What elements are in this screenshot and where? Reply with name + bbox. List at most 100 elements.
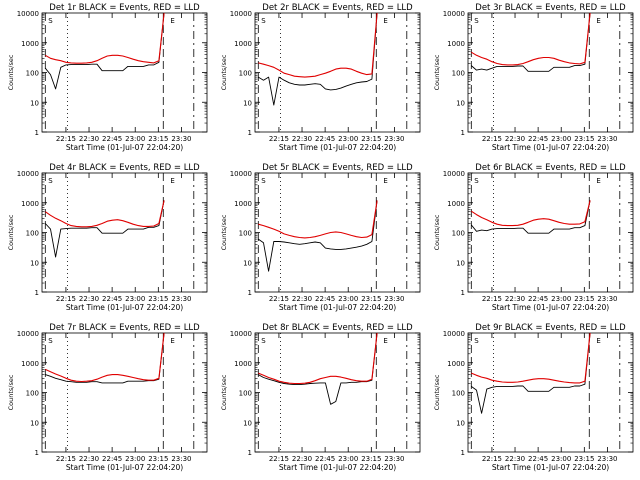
x-tick-label: 23:00 — [125, 455, 145, 463]
y-tick-label: 10 — [30, 419, 39, 427]
y-tick-label: 1 — [35, 449, 39, 457]
series-line-events — [470, 200, 591, 234]
detector-panel-6: Det 6r BLACK = Events, RED = LLD S E 1 10 100… — [433, 163, 634, 312]
x-tick-label: 23:15 — [361, 135, 381, 143]
x-tick-label: 23:15 — [148, 295, 168, 303]
x-tick-label: 23:30 — [597, 135, 617, 143]
x-tick-label: 22:30 — [292, 455, 312, 463]
y-tick-label: 100 — [26, 230, 39, 238]
marker-label: E — [596, 337, 600, 345]
x-tick-label: 23:15 — [148, 455, 168, 463]
x-axis-label: Start Time (01-Jul-07 22:04:20) — [66, 143, 183, 152]
x-tick-label: 22:30 — [292, 135, 312, 143]
detector-panel-4: Det 4r BLACK = Events, RED = LLD S E 1 10 100… — [7, 163, 208, 312]
x-axis-label: Start Time (01-Jul-07 22:04:20) — [279, 143, 396, 152]
plot-frame — [41, 332, 208, 453]
series-line-events — [44, 200, 165, 258]
detector-panel-1: Det 1r BLACK = Events, RED = LLD S E 1 10 100… — [7, 3, 208, 152]
y-tick-label: 100 — [452, 390, 465, 398]
x-tick-label: 23:30 — [171, 455, 191, 463]
x-tick-label: 23:15 — [574, 135, 594, 143]
series-line-events — [258, 200, 378, 272]
plot-frame — [41, 172, 208, 293]
y-tick-label: 100 — [239, 390, 252, 398]
marker-label: E — [596, 177, 600, 185]
y-tick-label: 10 — [456, 259, 465, 267]
series-line-events — [45, 332, 165, 384]
y-tick-label: 10000 — [230, 330, 252, 338]
series-line-lld — [471, 332, 591, 384]
x-tick-label: 23:00 — [125, 295, 145, 303]
x-tick-label: 23:30 — [597, 295, 617, 303]
x-axis-label: Start Time (01-Jul-07 22:04:20) — [492, 463, 609, 472]
panel-title: Det 2r BLACK = Events, RED = LLD — [262, 3, 413, 13]
marker-label: S — [261, 17, 266, 25]
x-tick-label: 22:45 — [315, 455, 335, 463]
x-tick-label: 23:15 — [361, 455, 381, 463]
x-tick-label: 23:30 — [384, 135, 404, 143]
x-tick-label: 23:30 — [171, 135, 191, 143]
x-tick-label: 23:00 — [551, 135, 571, 143]
x-tick-label: 23:00 — [338, 295, 358, 303]
y-tick-label: 10 — [243, 419, 252, 427]
x-tick-label: 23:15 — [361, 295, 381, 303]
plot-frame — [254, 332, 421, 453]
y-tick-label: 10000 — [17, 170, 39, 178]
y-tick-label: 1 — [35, 289, 39, 297]
x-tick-label: 23:30 — [384, 455, 404, 463]
plot-frame — [467, 172, 634, 293]
y-tick-label: 100 — [452, 230, 465, 238]
x-tick-label: 22:15 — [269, 135, 289, 143]
x-tick-label: 22:15 — [482, 135, 502, 143]
y-tick-label: 1000 — [447, 200, 465, 208]
y-tick-label: 1 — [248, 129, 252, 137]
y-tick-label: 100 — [452, 70, 465, 78]
x-tick-label: 22:15 — [269, 455, 289, 463]
marker-label: S — [474, 337, 479, 345]
y-tick-label: 1 — [461, 449, 465, 457]
x-axis-label: Start Time (01-Jul-07 22:04:20) — [492, 143, 609, 152]
marker-label: S — [48, 177, 53, 185]
y-tick-label: 10 — [30, 259, 39, 267]
x-tick-label: 23:30 — [384, 295, 404, 303]
y-axis-label: Counts/sec — [433, 54, 441, 90]
panel-title: Det 1r BLACK = Events, RED = LLD — [49, 3, 200, 13]
x-tick-label: 22:45 — [528, 135, 548, 143]
x-tick-label: 23:00 — [338, 455, 358, 463]
x-tick-label: 23:15 — [574, 295, 594, 303]
x-tick-label: 22:15 — [482, 295, 502, 303]
x-tick-label: 23:00 — [125, 135, 145, 143]
detector-panel-9: Det 9r BLACK = Events, RED = LLD S E 1 10 100… — [433, 323, 634, 472]
x-axis-label: Start Time (01-Jul-07 22:04:20) — [66, 303, 183, 312]
y-tick-label: 1000 — [234, 360, 252, 368]
y-tick-label: 10000 — [17, 330, 39, 338]
marker-label: E — [383, 177, 387, 185]
panel-title: Det 7r BLACK = Events, RED = LLD — [49, 323, 200, 333]
y-tick-label: 100 — [26, 390, 39, 398]
x-axis-label: Start Time (01-Jul-07 22:04:20) — [66, 463, 183, 472]
series-line-lld — [258, 200, 378, 239]
x-tick-label: 23:00 — [551, 295, 571, 303]
y-axis-label: Counts/sec — [220, 214, 228, 250]
x-tick-label: 22:30 — [79, 295, 99, 303]
marker-label: S — [474, 17, 479, 25]
y-tick-label: 1 — [35, 129, 39, 137]
series-line-lld — [45, 12, 165, 64]
x-tick-label: 23:30 — [597, 455, 617, 463]
panel-title: Det 3r BLACK = Events, RED = LLD — [475, 3, 626, 13]
series-line-events — [471, 332, 591, 414]
detector-panel-2: Det 2r BLACK = Events, RED = LLD S E 1 10 100… — [220, 3, 421, 152]
marker-label: E — [170, 337, 174, 345]
y-axis-label: Counts/sec — [220, 54, 228, 90]
y-tick-label: 10 — [456, 419, 465, 427]
plot-frame — [41, 12, 208, 133]
x-tick-label: 22:45 — [102, 455, 122, 463]
y-tick-label: 1000 — [234, 40, 252, 48]
marker-label: S — [261, 337, 266, 345]
panel-title: Det 8r BLACK = Events, RED = LLD — [262, 323, 413, 333]
panel-title: Det 5r BLACK = Events, RED = LLD — [262, 163, 413, 173]
marker-label: E — [596, 17, 600, 25]
series-line-events — [471, 12, 591, 72]
